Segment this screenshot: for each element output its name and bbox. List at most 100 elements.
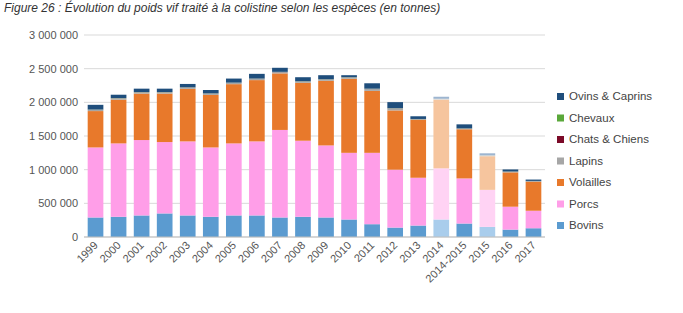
bar-segment — [111, 217, 127, 237]
legend-label: Volailles — [569, 176, 611, 188]
grid-line — [84, 237, 545, 238]
bar-segment — [387, 110, 403, 169]
bar-segment — [410, 178, 426, 226]
legend-swatch — [557, 136, 564, 143]
bar-segment — [180, 89, 196, 142]
bar-segment — [157, 213, 173, 237]
grid-line — [84, 35, 545, 36]
bar-segment — [480, 153, 496, 155]
legend-swatch — [557, 158, 564, 165]
bar-segment — [295, 83, 311, 141]
bar-segment — [249, 215, 265, 237]
bar-segment — [203, 147, 219, 216]
bar-segment — [111, 100, 127, 144]
bar-segment — [387, 102, 403, 108]
bar-segment — [226, 79, 242, 83]
bar-segment — [203, 217, 219, 237]
bar-segment — [249, 141, 265, 215]
bar-segment — [157, 94, 173, 142]
bar-segment — [364, 91, 380, 153]
bar-segment — [180, 215, 196, 237]
bar-segment — [526, 182, 542, 211]
bar-segment — [526, 180, 542, 181]
y-tick-label: 1 500 000 — [29, 130, 78, 142]
bar-segment — [88, 147, 104, 217]
bar-segment — [157, 92, 173, 93]
bar-segment — [180, 88, 196, 89]
bar-segment — [341, 219, 357, 237]
legend-label: Chats & Chiens — [569, 133, 649, 145]
bar-segment — [88, 110, 104, 111]
bars — [88, 68, 542, 237]
bar-segment — [480, 227, 496, 237]
x-tick-label: 2009 — [305, 239, 331, 265]
chart-title: Figure 26 : Évolution du poids vif trait… — [4, 0, 440, 15]
legend-swatch — [557, 93, 564, 100]
x-tick-label: 2003 — [166, 239, 192, 265]
bar-segment — [88, 111, 104, 147]
bar-segment — [480, 190, 496, 227]
bar-segment — [503, 169, 519, 171]
bar-segment — [456, 224, 472, 237]
bar-segment — [226, 84, 242, 143]
bar-segment — [364, 89, 380, 91]
bar-segment — [341, 153, 357, 220]
bar-segment — [387, 108, 403, 110]
bar-segment — [526, 180, 542, 181]
x-tick-label: 2010 — [328, 239, 354, 265]
bar-segment — [433, 168, 449, 219]
x-tick-label: 2013 — [397, 239, 423, 265]
grid-line — [84, 203, 545, 204]
y-tick-label: 2 500 000 — [29, 63, 78, 75]
x-tick-label: 2008 — [282, 239, 308, 265]
chart-container: Figure 26 : Évolution du poids vif trait… — [0, 0, 683, 313]
bar-segment — [249, 79, 265, 80]
x-tick-label: 2017 — [512, 239, 538, 265]
y-tick-label: 1 000 000 — [29, 164, 78, 176]
x-tick-label: 1999 — [74, 239, 100, 265]
x-tick-label: 2014-2015 — [423, 239, 469, 285]
bar-segment — [503, 207, 519, 230]
bar-segment — [410, 116, 426, 119]
bar-segment — [272, 130, 288, 218]
bar-segment — [272, 217, 288, 237]
x-tick-label: 2012 — [374, 239, 400, 265]
bar-segment — [180, 84, 196, 87]
bar-segment — [364, 153, 380, 224]
bar-segment — [134, 94, 150, 140]
bar-segment — [157, 89, 173, 92]
legend-swatch — [557, 201, 564, 208]
grid-line — [84, 102, 545, 103]
bar-segment — [456, 129, 472, 178]
y-tick-label: 0 — [72, 231, 78, 243]
y-tick-label: 3 000 000 — [29, 29, 78, 41]
bar-segment — [111, 98, 127, 99]
bar-segment — [341, 75, 357, 77]
grid-line — [84, 136, 545, 137]
bar-segment — [456, 178, 472, 223]
bar-segment — [433, 97, 449, 99]
x-tick-label: 2015 — [466, 239, 492, 265]
legend-swatch — [557, 222, 564, 229]
y-tick-label: 2 000 000 — [29, 96, 78, 108]
bar-segment — [410, 120, 426, 178]
bar-segment — [480, 156, 496, 190]
bar-segment — [341, 77, 357, 78]
bar-segment — [203, 90, 219, 93]
x-tick-label: 2016 — [489, 239, 515, 265]
bar-segment — [318, 217, 334, 237]
bar-segment — [226, 83, 242, 84]
bar-segment — [318, 79, 334, 80]
x-tick-label: 2007 — [259, 239, 285, 265]
bar-segment — [111, 143, 127, 216]
bar-segment — [134, 89, 150, 92]
bar-segment — [295, 81, 311, 82]
bar-segment — [226, 215, 242, 237]
bar-segment — [134, 92, 150, 93]
bar-segment — [410, 226, 426, 237]
legend-swatch — [557, 179, 564, 186]
bar-segment — [88, 105, 104, 110]
x-tick-label: 2002 — [143, 239, 169, 265]
legend: Ovins & CaprinsChevauxChats & ChiensLapi… — [557, 90, 652, 231]
bar-segment — [526, 181, 542, 182]
